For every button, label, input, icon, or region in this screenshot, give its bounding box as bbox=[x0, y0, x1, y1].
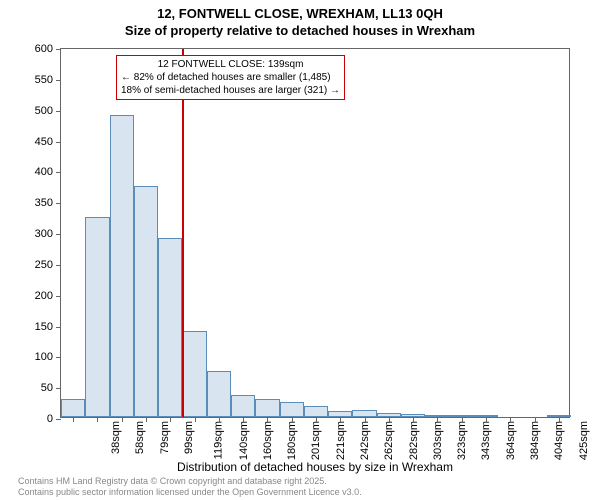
y-tick bbox=[56, 234, 61, 235]
x-tick bbox=[316, 417, 317, 422]
footer-attribution: Contains HM Land Registry data © Crown c… bbox=[18, 476, 578, 498]
x-tick-label: 404sqm bbox=[553, 421, 565, 460]
footer-line1: Contains HM Land Registry data © Crown c… bbox=[18, 476, 578, 487]
histogram-bar bbox=[110, 115, 134, 417]
x-tick bbox=[243, 417, 244, 422]
x-tick-label: 384sqm bbox=[529, 421, 541, 460]
x-tick-label: 140sqm bbox=[238, 421, 250, 460]
x-tick bbox=[559, 417, 560, 422]
histogram-bar bbox=[280, 402, 304, 417]
y-tick bbox=[56, 265, 61, 266]
y-tick bbox=[56, 203, 61, 204]
histogram-bar bbox=[255, 399, 279, 418]
x-tick bbox=[170, 417, 171, 422]
x-tick bbox=[437, 417, 438, 422]
x-tick-label: 160sqm bbox=[262, 421, 274, 460]
y-tick bbox=[56, 388, 61, 389]
x-tick bbox=[267, 417, 268, 422]
y-tick bbox=[56, 49, 61, 50]
x-tick-label: 38sqm bbox=[110, 421, 122, 454]
x-tick bbox=[292, 417, 293, 422]
y-tick-label: 300 bbox=[35, 228, 53, 240]
y-tick-label: 100 bbox=[35, 351, 53, 363]
y-tick-label: 550 bbox=[35, 74, 53, 86]
x-tick-label: 282sqm bbox=[408, 421, 420, 460]
y-tick bbox=[56, 142, 61, 143]
y-tick bbox=[56, 111, 61, 112]
y-tick-label: 350 bbox=[35, 197, 53, 209]
x-axis-label: Distribution of detached houses by size … bbox=[60, 460, 570, 474]
marker-line bbox=[182, 49, 184, 417]
annotation-box: 12 FONTWELL CLOSE: 139sqm← 82% of detach… bbox=[116, 55, 345, 100]
annotation-line1: 12 FONTWELL CLOSE: 139sqm bbox=[121, 58, 340, 71]
y-tick bbox=[56, 296, 61, 297]
plot-area: 05010015020025030035040045050055060038sq… bbox=[60, 48, 570, 418]
histogram-bar bbox=[207, 371, 231, 417]
y-tick bbox=[56, 80, 61, 81]
x-tick-label: 343sqm bbox=[481, 421, 493, 460]
x-tick bbox=[413, 417, 414, 422]
histogram-bar bbox=[61, 399, 85, 418]
y-tick-label: 200 bbox=[35, 290, 53, 302]
y-tick-label: 250 bbox=[35, 259, 53, 271]
x-tick-label: 201sqm bbox=[311, 421, 323, 460]
x-tick-label: 180sqm bbox=[286, 421, 298, 460]
chart-subtitle: Size of property relative to detached ho… bbox=[0, 23, 600, 40]
annotation-line3: 18% of semi-detached houses are larger (… bbox=[121, 84, 340, 97]
histogram-bar bbox=[134, 186, 158, 417]
x-tick bbox=[340, 417, 341, 422]
histogram-bar bbox=[158, 238, 182, 417]
histogram-bar bbox=[352, 410, 376, 417]
x-tick-label: 221sqm bbox=[335, 421, 347, 460]
footer-line2: Contains public sector information licen… bbox=[18, 487, 578, 498]
y-tick bbox=[56, 327, 61, 328]
x-tick-label: 262sqm bbox=[383, 421, 395, 460]
histogram-bar bbox=[85, 217, 109, 417]
x-tick bbox=[219, 417, 220, 422]
histogram-bar bbox=[304, 406, 328, 417]
x-tick-label: 364sqm bbox=[505, 421, 517, 460]
annotation-line2: ← 82% of detached houses are smaller (1,… bbox=[121, 71, 340, 84]
y-tick-label: 500 bbox=[35, 105, 53, 117]
y-tick-label: 400 bbox=[35, 166, 53, 178]
x-tick-label: 79sqm bbox=[159, 421, 171, 454]
chart-container: 12, FONTWELL CLOSE, WREXHAM, LL13 0QH Si… bbox=[0, 0, 600, 500]
x-tick bbox=[97, 417, 98, 422]
y-tick bbox=[56, 357, 61, 358]
y-tick bbox=[56, 172, 61, 173]
x-tick-label: 242sqm bbox=[359, 421, 371, 460]
x-tick-label: 119sqm bbox=[213, 421, 225, 459]
chart-title: 12, FONTWELL CLOSE, WREXHAM, LL13 0QH bbox=[0, 0, 600, 23]
x-tick bbox=[146, 417, 147, 422]
x-tick bbox=[365, 417, 366, 422]
x-tick bbox=[73, 417, 74, 422]
x-tick-label: 425sqm bbox=[578, 421, 590, 460]
x-tick bbox=[122, 417, 123, 422]
y-tick-label: 0 bbox=[47, 413, 53, 425]
x-tick bbox=[462, 417, 463, 422]
x-tick bbox=[510, 417, 511, 422]
x-tick-label: 323sqm bbox=[456, 421, 468, 460]
y-tick-label: 600 bbox=[35, 43, 53, 55]
y-tick-label: 450 bbox=[35, 136, 53, 148]
histogram-bar bbox=[182, 331, 206, 417]
x-tick-label: 303sqm bbox=[432, 421, 444, 460]
x-tick bbox=[535, 417, 536, 422]
x-tick bbox=[389, 417, 390, 422]
y-tick-label: 150 bbox=[35, 321, 53, 333]
histogram-bar bbox=[231, 395, 255, 417]
x-tick bbox=[486, 417, 487, 422]
x-tick-label: 99sqm bbox=[183, 421, 195, 454]
x-tick-label: 58sqm bbox=[134, 421, 146, 454]
y-tick-label: 50 bbox=[41, 382, 53, 394]
y-tick bbox=[56, 419, 61, 420]
x-tick bbox=[195, 417, 196, 422]
